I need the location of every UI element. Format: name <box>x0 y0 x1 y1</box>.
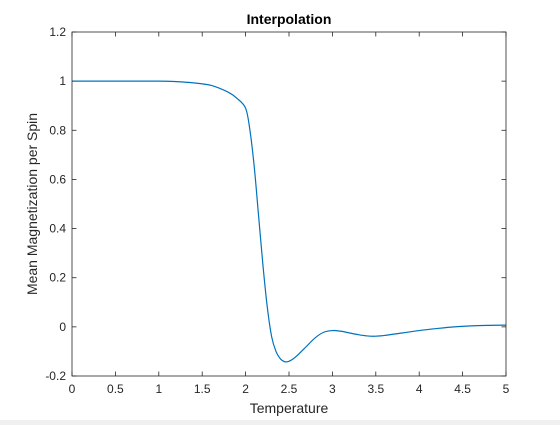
x-tick-label: 4 <box>416 382 423 396</box>
x-axis-label: Temperature <box>250 400 329 416</box>
chart-title: Interpolation <box>247 11 332 27</box>
x-tick-label: 5 <box>503 382 510 396</box>
y-tick-label: 1.2 <box>49 25 66 39</box>
x-tick-label: 1 <box>155 382 162 396</box>
x-tick-label: 0 <box>69 382 76 396</box>
x-tick-label: 3.5 <box>367 382 384 396</box>
axes-box <box>71 31 507 377</box>
x-tick-label: 1.5 <box>194 382 211 396</box>
x-tick-label: 4.5 <box>454 382 471 396</box>
x-tick-label: 0.5 <box>107 382 124 396</box>
y-tick-label: 0.2 <box>49 271 66 285</box>
x-tick-label: 2.5 <box>281 382 298 396</box>
tick-labels: 0 0.5 1 1.5 2 2.5 3 3.5 4 4.5 5-0.200.20.40.60.811… <box>45 25 509 396</box>
x-tick-label: 2 <box>242 382 249 396</box>
y-axis-label: Mean Magnetization per Spin <box>24 113 40 295</box>
y-tick-label: 1 <box>59 74 66 88</box>
y-tick-label: 0 <box>59 320 66 334</box>
y-tick-label: -0.2 <box>45 369 66 383</box>
x-tick-label: 3 <box>329 382 336 396</box>
axes-background <box>72 32 506 376</box>
y-tick-label: 0.8 <box>49 123 66 137</box>
y-tick-label: 0.6 <box>49 172 66 186</box>
series-line <box>72 80 507 363</box>
y-tick-label: 0.4 <box>49 222 66 236</box>
